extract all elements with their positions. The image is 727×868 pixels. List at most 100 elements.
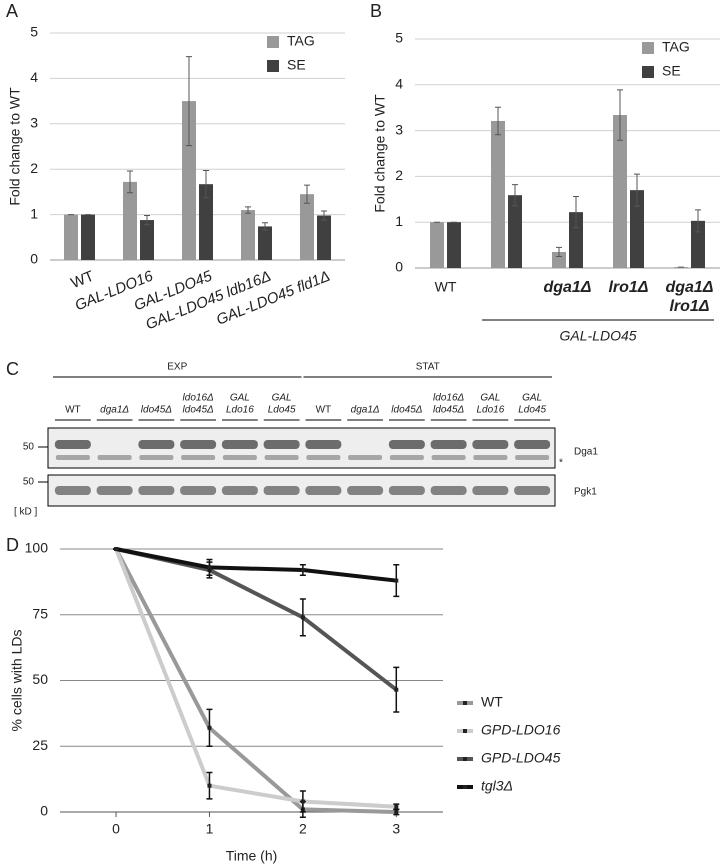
- legend-marker: [463, 785, 467, 789]
- band: [55, 455, 90, 460]
- error-bar: [634, 173, 640, 207]
- protein-label: Dga1: [574, 447, 598, 458]
- band: [180, 440, 217, 449]
- blot-strip: [47, 427, 556, 469]
- point: [394, 810, 399, 814]
- legend-label: SE: [287, 57, 306, 73]
- error-bar: [556, 246, 562, 258]
- y-tick-label: 1: [30, 205, 38, 221]
- lane-label: WT: [316, 405, 332, 416]
- error-bar: [321, 210, 327, 221]
- panel-label: B: [370, 1, 382, 21]
- error-bar: [245, 206, 251, 214]
- point: [207, 565, 212, 570]
- band: [180, 486, 217, 495]
- bar: [140, 220, 154, 260]
- bar: [182, 101, 196, 260]
- band: [263, 486, 300, 495]
- legend-swatch: [267, 36, 279, 48]
- bar: [508, 195, 522, 268]
- protein-label: Pgk1: [574, 487, 597, 498]
- bar: [317, 215, 331, 260]
- y-tick-label: 4: [395, 76, 403, 92]
- x-tick-label: 0: [112, 821, 120, 837]
- x-tick-label: 1: [206, 821, 214, 837]
- point: [394, 804, 399, 809]
- y-tick-label: 3: [30, 115, 38, 131]
- series-line: [114, 548, 397, 814]
- band: [97, 455, 132, 460]
- lane-label: ldo45Δ: [391, 405, 422, 416]
- legend-swatch: [642, 42, 654, 54]
- band: [139, 455, 174, 460]
- legend-label: tgl3Δ: [481, 778, 513, 794]
- error-bar: [144, 215, 150, 226]
- lane-label: Ldo16: [226, 405, 254, 416]
- x-tick-label: WT: [435, 279, 457, 295]
- y-tick-label: 0: [40, 803, 48, 819]
- bar: [552, 251, 566, 268]
- legend-label: TAG: [287, 33, 315, 49]
- error-bar: [512, 184, 518, 207]
- y-tick-label: 3: [395, 121, 403, 137]
- note: *: [559, 458, 563, 469]
- band: [472, 486, 509, 495]
- bar: [123, 181, 137, 260]
- band: [514, 440, 551, 449]
- legend-label: WT: [481, 694, 503, 710]
- y-tick-label: 2: [395, 167, 403, 183]
- bar: [81, 214, 95, 260]
- error-bar: [127, 170, 133, 194]
- bar: [491, 120, 505, 269]
- bar: [447, 222, 461, 268]
- x-axis-label: Time (h): [226, 848, 278, 864]
- y-tick-label: 0: [30, 251, 38, 267]
- error-bar: [573, 196, 579, 229]
- y-tick-label: 100: [25, 540, 49, 556]
- band: [305, 440, 342, 449]
- bar: [241, 210, 255, 260]
- band: [96, 486, 133, 495]
- x-tick-label: lro1Δ: [669, 298, 709, 315]
- bar: [199, 184, 213, 260]
- band: [263, 440, 300, 449]
- error-bar: [203, 170, 209, 199]
- band: [388, 440, 425, 449]
- panel-label: D: [6, 535, 19, 555]
- x-tick-label: dga1Δ: [665, 279, 713, 296]
- y-tick-label: 4: [30, 69, 38, 85]
- y-tick-label: 0: [395, 259, 403, 275]
- band: [430, 486, 467, 495]
- legend-swatch: [267, 60, 279, 72]
- y-axis-label: Fold change to WT: [7, 87, 23, 206]
- legend-marker: [463, 729, 467, 733]
- point: [394, 687, 399, 692]
- x-tick-label: dga1Δ: [543, 279, 591, 296]
- error-bar: [186, 56, 192, 147]
- lane-label: ldo16Δ: [433, 393, 464, 404]
- error-bar: [304, 184, 310, 204]
- x-tick-label: lro1Δ: [608, 279, 648, 296]
- unit-label: [ kD ]: [14, 507, 38, 518]
- band: [306, 455, 341, 460]
- point: [114, 547, 119, 551]
- annotation: GAL-LDO45: [560, 328, 637, 344]
- group-label: EXP: [167, 362, 187, 373]
- bar: [430, 222, 444, 268]
- legend-marker: [463, 701, 467, 705]
- point: [300, 615, 305, 620]
- y-tick-label: 2: [30, 160, 38, 176]
- y-tick-label: 5: [395, 30, 403, 46]
- error-bar: [262, 222, 268, 231]
- band: [138, 486, 175, 495]
- error-bar: [617, 89, 623, 141]
- bar: [613, 115, 627, 268]
- point: [207, 725, 212, 730]
- band: [473, 455, 508, 460]
- band: [515, 455, 550, 460]
- y-tick-label: 1: [395, 213, 403, 229]
- point: [207, 783, 212, 788]
- point: [300, 799, 305, 804]
- point: [300, 568, 305, 573]
